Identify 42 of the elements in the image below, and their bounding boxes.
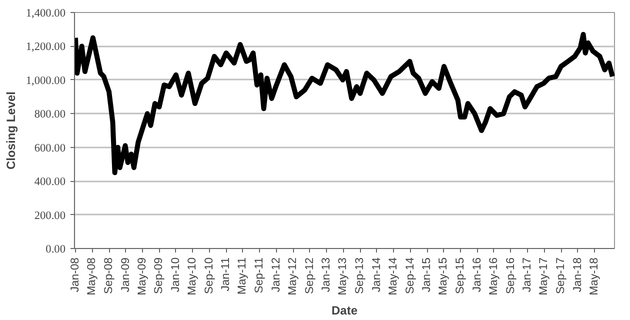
y-tick-label: 1,000.00 [26,74,66,87]
x-tick-label: Sep-16 [504,258,517,294]
x-tick-label: Jan-15 [421,257,434,292]
x-tick-label: Sep-11 [254,257,266,294]
x-tick-label: May-15 [438,257,450,296]
x-tick-label: Sep-14 [404,258,416,294]
x-tick-label: Jan-17 [522,257,534,292]
y-tick-label: 600.00 [34,142,66,154]
x-tick-label: Jan-10 [170,257,182,292]
x-tick-label: Jan-12 [270,257,282,292]
x-tick-label: May-11 [236,257,249,294]
x-tick-label: Sep-08 [103,258,116,294]
x-tick-label: Sep-13 [354,258,366,294]
x-tick-label: Sep-09 [153,258,166,294]
y-tick-label: 400.00 [34,176,66,188]
x-tick-label: May-10 [186,257,198,296]
x-tick-label: Jan-16 [471,257,484,292]
x-axis-title: Date [331,303,358,318]
x-tick-label: Sep-15 [454,258,466,294]
x-tick-label: Jan-14 [370,257,383,292]
y-tick-label: 800.00 [34,108,66,121]
x-tick-label: Jan-09 [120,257,132,292]
x-tick-label: May-16 [488,257,500,296]
x-tick-label: May-14 [387,257,400,296]
x-tick-label: Jan-11 [220,258,232,292]
x-tick-label: May-12 [287,257,300,296]
y-tick-label: 1,200.00 [26,41,66,54]
x-tick-label: Jan-18 [572,257,584,292]
x-tick-label: Sep-12 [304,258,316,294]
x-tick-label: May-17 [538,257,550,296]
y-axis-title: Closing Level [4,91,18,170]
x-tick-label: Jan-08 [69,257,82,292]
y-tick-label: 1,400.00 [26,8,66,20]
x-tick-label: May-08 [86,257,98,296]
x-tick-label: Sep-10 [203,258,216,294]
x-tick-label: May-18 [588,257,600,296]
x-tick-label: May-13 [337,257,350,296]
x-tick-label: Jan-13 [320,257,333,292]
x-tick-label: Sep-17 [555,258,568,294]
x-tick-label: May-09 [136,257,148,296]
y-tick-label: 0.00 [46,244,66,256]
y-tick-label: 200.00 [34,210,66,222]
